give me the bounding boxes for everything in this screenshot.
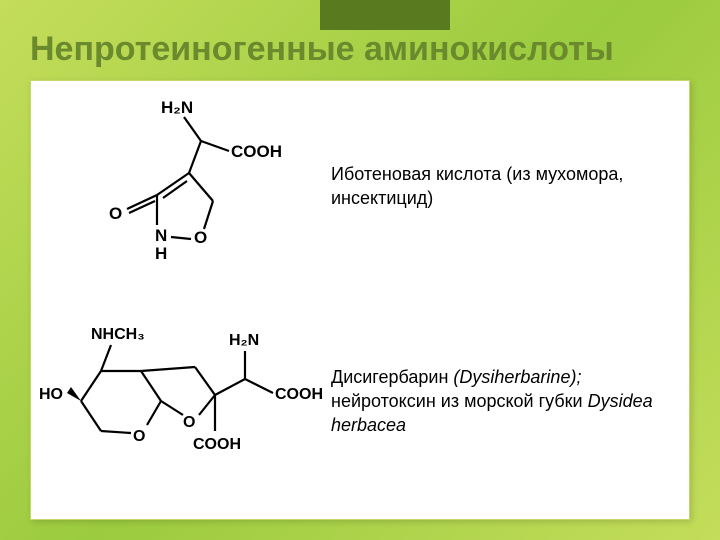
lbl-h2n2: H₂N	[229, 332, 259, 349]
structure-dysiherbarine: O HO NHCH₃ O COOH	[31, 301, 331, 501]
lbl-n: N	[155, 226, 167, 245]
desc-ibotenic: Иботеновая кислота (из мухомора, инсекти…	[331, 162, 689, 211]
entry-row-1: H₂N COOH O N H O	[31, 91, 689, 281]
lbl-ho: HO	[39, 386, 63, 403]
entry-row-2: O HO NHCH₃ O COOH	[31, 301, 689, 501]
lbl-cooh-bottom: COOH	[193, 436, 241, 453]
lbl-cooh: COOH	[231, 142, 282, 161]
slide-title: Непротеиногенные аминокислоты	[20, 30, 700, 69]
lbl-nhch3: NHCH₃	[91, 326, 145, 343]
lbl-h: H	[155, 244, 167, 263]
desc-dysiherbarine: Дисигербарин (Dysiherbarine); нейротокси…	[331, 365, 689, 438]
lbl-o-ketone: O	[109, 204, 122, 223]
top-accent-bar	[320, 0, 450, 30]
content-panel: H₂N COOH O N H O	[30, 80, 690, 520]
lbl-o2: O	[183, 414, 195, 431]
lbl-h2n: H₂N	[161, 98, 193, 117]
lbl-o1: O	[133, 428, 145, 445]
structure-ibotenic: H₂N COOH O N H O	[31, 91, 331, 281]
lbl-cooh-right: COOH	[275, 386, 323, 403]
lbl-o-ring: O	[194, 228, 207, 247]
